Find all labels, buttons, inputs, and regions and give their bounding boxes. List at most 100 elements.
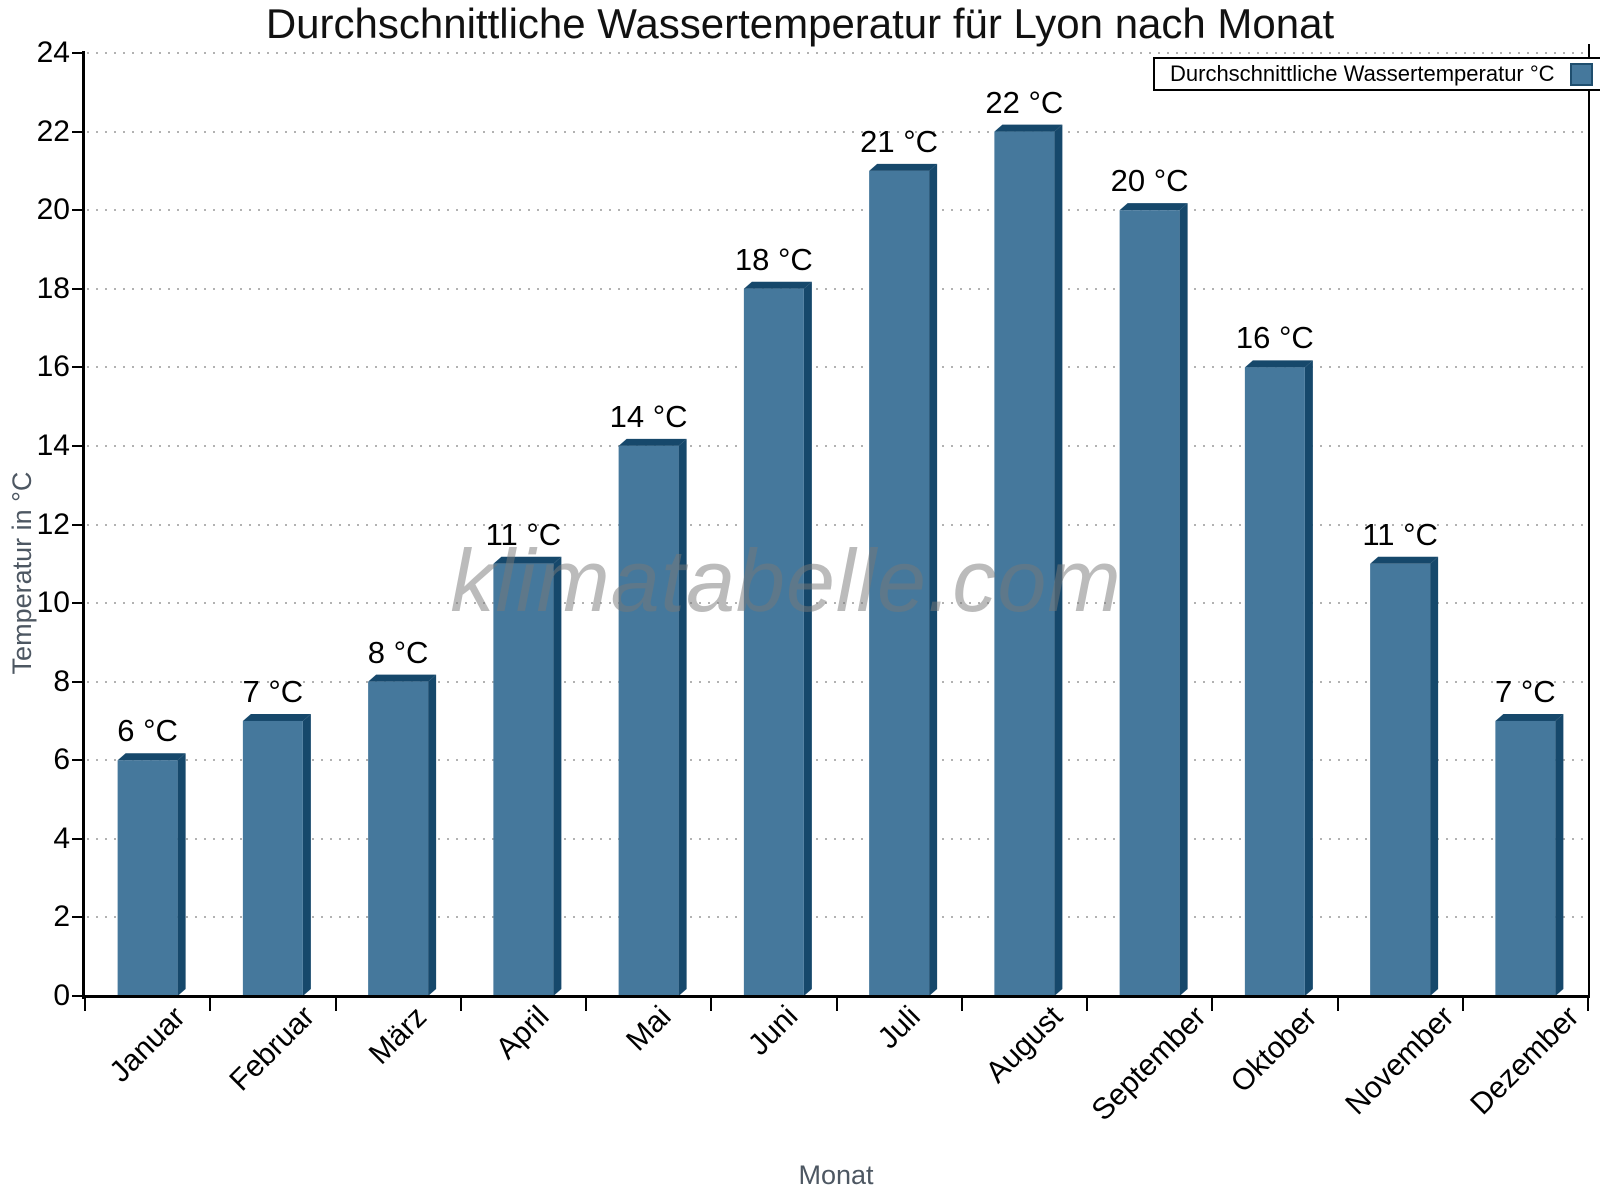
x-tick-label-0: Januar (103, 1000, 192, 1089)
bar-2 (368, 674, 437, 996)
gridline-22 (87, 130, 1588, 133)
legend-swatch-icon (1569, 62, 1593, 86)
y-tick-6 (72, 759, 82, 762)
gridline-18 (87, 287, 1588, 290)
y-tick-label-0: 0 (53, 979, 70, 1012)
bar-top-face (368, 674, 437, 682)
bar-side-face (929, 163, 938, 996)
y-tick-label-20: 20 (36, 193, 70, 227)
bar-side-face (678, 438, 687, 996)
y-tick-label-14: 14 (36, 428, 70, 462)
bar-side-face (302, 713, 311, 996)
bar-side-face (553, 556, 562, 996)
y-tick-12 (72, 523, 82, 526)
y-tick-0 (72, 995, 82, 997)
bar-top-face (117, 753, 186, 761)
bar-front-face (493, 563, 554, 996)
x-axis-tick-4 (585, 998, 587, 1011)
x-axis-tick-9 (1211, 998, 1214, 1011)
y-tick-label-18: 18 (36, 271, 70, 305)
bar-side-face (803, 281, 812, 996)
y-tick-20 (72, 209, 82, 212)
bar-top-face (994, 124, 1063, 132)
bar-side-face (1054, 124, 1063, 996)
x-axis-tick-7 (960, 998, 963, 1011)
bar-side-face (1555, 713, 1564, 996)
gridline-24 (87, 52, 1588, 54)
bar-5 (743, 281, 812, 996)
x-tick-label-3: April (490, 999, 556, 1066)
x-axis-tick-1 (209, 998, 212, 1011)
bar-value-label-5: 18 °C (734, 241, 813, 277)
bar-value-label-1: 7 °C (242, 673, 304, 709)
bar-front-face (743, 288, 804, 996)
gridline-2 (87, 916, 1588, 919)
x-tick-label-6: Juli (871, 999, 927, 1056)
bar-11 (1495, 713, 1564, 996)
x-tick-label-10: November (1339, 999, 1461, 1122)
bar-7 (994, 124, 1063, 996)
y-tick-label-24: 24 (36, 36, 70, 69)
gridline-14 (87, 444, 1588, 447)
x-tick-label-2: März (362, 1000, 433, 1071)
x-axis-tick-3 (459, 998, 462, 1011)
x-tick-label-8: September (1085, 1000, 1213, 1128)
y-tick-14 (72, 444, 82, 447)
y-tick-8 (72, 680, 82, 683)
y-tick-label-2: 2 (53, 900, 70, 934)
y-tick-24 (72, 52, 82, 54)
bar-front-face (869, 170, 930, 996)
bar-3 (493, 556, 562, 996)
bar-top-face (1370, 556, 1439, 564)
gridline-4 (87, 837, 1588, 840)
bar-0 (117, 753, 186, 996)
bar-top-face (1119, 203, 1188, 211)
bar-side-face (1304, 360, 1313, 996)
bar-value-label-10: 11 °C (1362, 516, 1438, 552)
bar-front-face (242, 720, 303, 996)
x-tick-label-5: Juni (742, 999, 805, 1063)
bar-value-label-8: 20 °C (1110, 163, 1189, 199)
bar-top-face (869, 163, 938, 171)
bar-10 (1370, 556, 1439, 996)
x-axis-tick-6 (835, 998, 838, 1011)
y-tick-18 (72, 287, 82, 290)
bar-8 (1119, 203, 1188, 996)
chart-title: Durchschnittliche Wassertemperatur für L… (265, 0, 1335, 47)
bar-value-label-6: 21 °C (860, 123, 939, 159)
bar-side-face (1179, 203, 1188, 996)
x-axis-line (82, 995, 1590, 998)
x-tick-label-7: August (979, 999, 1069, 1090)
y-tick-label-8: 8 (53, 664, 70, 698)
y-tick-label-16: 16 (36, 350, 70, 384)
y-tick-label-22: 22 (36, 114, 70, 148)
x-axis-title: Monat (798, 1160, 874, 1190)
bar-front-face (1370, 563, 1431, 996)
bar-side-face (428, 674, 437, 996)
bar-value-label-3: 11 °C (485, 516, 562, 552)
bar-top-face (242, 713, 311, 721)
bar-front-face (117, 760, 178, 996)
bar-side-face (1430, 556, 1439, 996)
y-tick-4 (72, 837, 82, 840)
x-axis-tick-12 (1587, 998, 1589, 1011)
gridline-20 (87, 209, 1588, 212)
bar-front-face (368, 681, 429, 996)
y-tick-16 (72, 366, 82, 369)
x-tick-label-9: Oktober (1224, 1000, 1324, 1099)
bar-front-face (1495, 720, 1556, 996)
x-axis-tick-8 (1086, 998, 1088, 1011)
gridline-6 (87, 759, 1588, 762)
bar-value-label-2: 8 °C (367, 634, 429, 670)
x-axis-tick-2 (334, 998, 337, 1011)
gridline-16 (87, 366, 1588, 369)
x-tick-label-1: Februar (223, 999, 322, 1098)
bar-top-face (1244, 360, 1313, 368)
y-tick-10 (72, 602, 82, 605)
x-axis-tick-10 (1336, 998, 1339, 1011)
y-axis-line (82, 51, 85, 999)
bar-9 (1244, 360, 1313, 996)
x-tick-label-11: Dezember (1464, 999, 1586, 1122)
y-tick-label-4: 4 (53, 821, 70, 855)
